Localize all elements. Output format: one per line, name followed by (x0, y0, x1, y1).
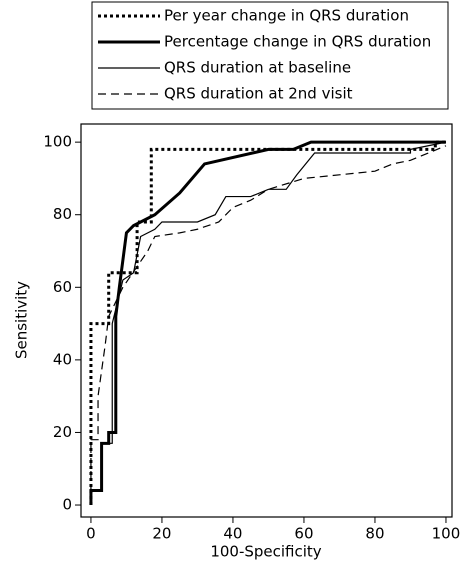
series-line (90, 141, 447, 506)
y-tick-label: 40 (53, 350, 72, 368)
series-line (89, 140, 446, 506)
plot-frame (80, 123, 453, 518)
y-tick-label: 80 (53, 205, 72, 223)
x-tick-label: 40 (223, 525, 242, 543)
legend-label: QRS duration at 2nd visit (164, 85, 353, 103)
x-tick-label: 80 (365, 525, 384, 543)
y-tick-label: 0 (62, 496, 72, 514)
legend-label: Per year change in QRS duration (164, 7, 409, 25)
x-tick-label: 100 (432, 525, 461, 543)
x-tick-label: 0 (86, 525, 96, 543)
series-line (90, 145, 447, 506)
x-tick-label: 20 (152, 525, 171, 543)
y-tick-label: 20 (53, 423, 72, 441)
legend-box (91, 1, 449, 110)
y-tick-label: 100 (43, 133, 72, 151)
x-axis-label: 100-Specificity (210, 543, 321, 561)
legend-label: Percentage change in QRS duration (164, 33, 431, 51)
y-axis-label: Sensitivity (13, 281, 31, 359)
y-tick-label: 60 (53, 278, 72, 296)
series-line (89, 140, 446, 506)
legend-label: QRS duration at baseline (164, 59, 351, 77)
x-tick-label: 60 (294, 525, 313, 543)
